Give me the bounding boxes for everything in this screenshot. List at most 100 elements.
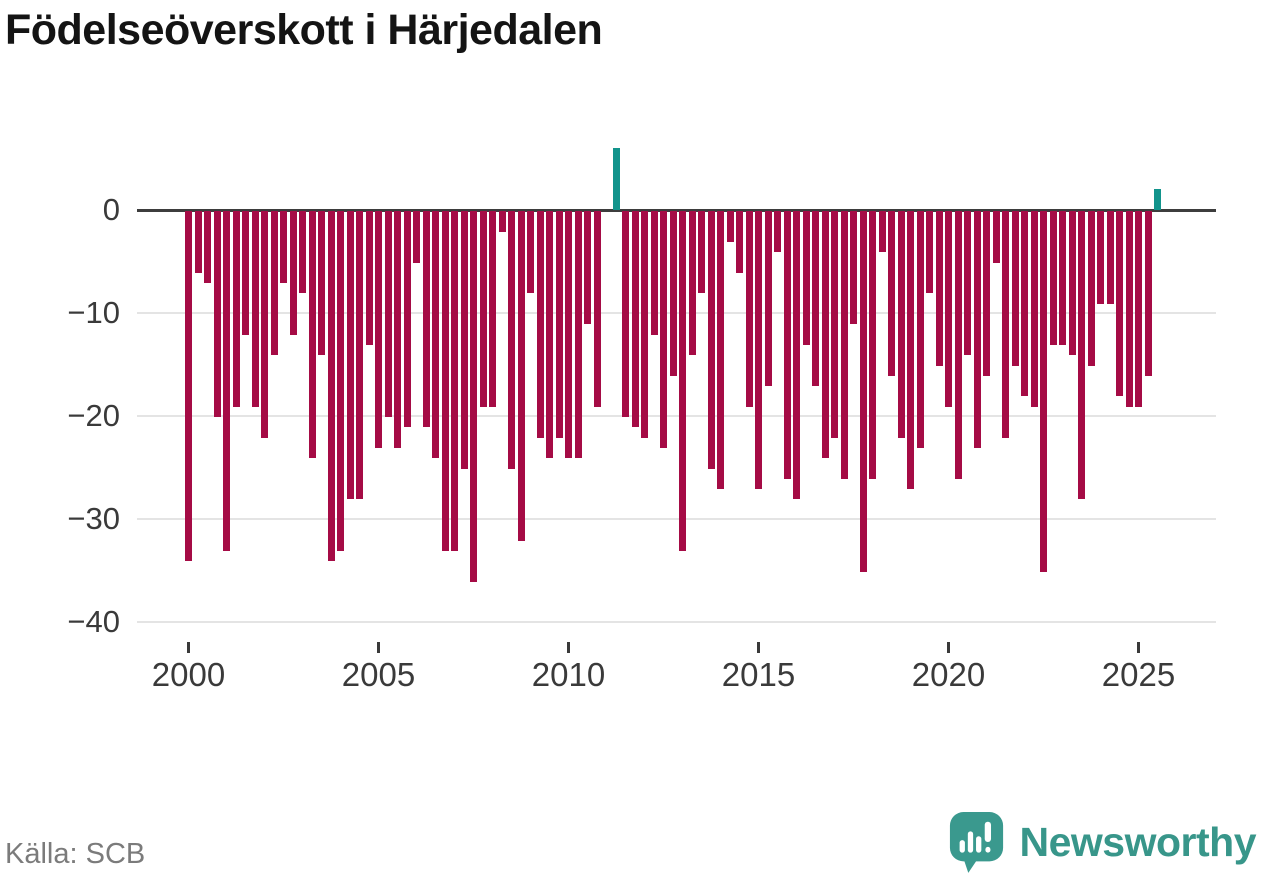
gridline xyxy=(137,518,1216,520)
bar-negative xyxy=(641,211,648,438)
bar-negative xyxy=(308,211,316,459)
bar-negative xyxy=(983,211,990,376)
bar-negative xyxy=(261,211,268,438)
bar-positive xyxy=(1154,189,1161,210)
bar-negative xyxy=(631,211,639,428)
bar-negative xyxy=(185,211,192,562)
source-label: Källa: SCB xyxy=(5,838,146,870)
bar-negative xyxy=(859,211,867,572)
bar-negative xyxy=(327,211,335,562)
bar-negative xyxy=(584,211,591,325)
bar-negative xyxy=(907,211,914,490)
bar-negative xyxy=(622,211,629,417)
bar-negative xyxy=(546,211,553,459)
bar-negative xyxy=(698,211,705,294)
bar-positive xyxy=(612,148,620,210)
bar-negative xyxy=(717,211,724,490)
bar-negative xyxy=(1144,211,1152,376)
bar-negative xyxy=(1040,211,1047,572)
bar-negative xyxy=(1068,211,1076,356)
bar-negative xyxy=(1125,211,1133,407)
bar-negative xyxy=(660,211,667,448)
bar-negative xyxy=(897,211,905,438)
bar-negative xyxy=(289,211,297,335)
bar-negative xyxy=(869,211,876,479)
x-axis-label: 2025 xyxy=(1101,656,1176,693)
gridline xyxy=(137,415,1216,417)
bar-negative xyxy=(337,211,344,551)
bar-negative xyxy=(831,211,838,438)
bar-negative xyxy=(299,211,306,294)
bar-negative xyxy=(878,211,886,253)
newsworthy-logo: Newsworthy xyxy=(948,810,1256,874)
bar-negative xyxy=(650,211,658,335)
bar-negative xyxy=(517,211,525,541)
bar-negative xyxy=(1078,211,1085,500)
bar-negative xyxy=(498,211,506,232)
bar-negative xyxy=(802,211,810,345)
bar-negative xyxy=(688,211,696,356)
bar-negative xyxy=(1059,211,1066,345)
bar-negative xyxy=(1116,211,1123,397)
bar-negative xyxy=(1011,211,1019,366)
bar-negative xyxy=(774,211,781,253)
x-axis-tick xyxy=(1137,642,1140,653)
x-axis-tick xyxy=(947,642,950,653)
newsworthy-logo-icon xyxy=(949,812,1003,873)
bar-negative xyxy=(489,211,496,407)
bar-negative xyxy=(1002,211,1009,438)
bar-negative xyxy=(945,211,952,407)
bar-negative xyxy=(346,211,354,500)
bar-negative xyxy=(479,211,487,407)
y-axis-label: −30 xyxy=(67,501,120,536)
bar-negative xyxy=(242,211,249,335)
bar-negative xyxy=(736,211,743,273)
bar-negative xyxy=(679,211,686,551)
bar-negative xyxy=(232,211,240,407)
y-axis-label: −40 xyxy=(67,604,120,639)
gridline xyxy=(137,312,1216,314)
gridline xyxy=(137,621,1216,623)
bar-negative xyxy=(384,211,392,417)
bar-negative xyxy=(375,211,382,448)
bar-negative xyxy=(460,211,468,469)
bar-negative xyxy=(194,211,202,273)
bar-negative xyxy=(783,211,791,479)
bar-negative xyxy=(204,211,211,284)
bar-negative xyxy=(954,211,962,479)
bar-negative xyxy=(973,211,981,448)
bar-negative xyxy=(270,211,278,356)
bar-negative xyxy=(793,211,800,500)
bar-negative xyxy=(527,211,534,294)
x-axis-tick xyxy=(757,642,760,653)
bar-negative xyxy=(223,211,230,551)
y-axis-label: 0 xyxy=(102,192,120,227)
x-axis-label: 2010 xyxy=(531,656,606,693)
bar-negative xyxy=(916,211,924,448)
x-axis-tick xyxy=(567,642,570,653)
bar-negative xyxy=(992,211,1000,263)
bar-negative xyxy=(1021,211,1028,397)
x-axis-label: 2005 xyxy=(341,656,416,693)
zero-axis-line xyxy=(137,208,1216,212)
bar-negative xyxy=(280,211,287,284)
x-axis-label: 2015 xyxy=(721,656,796,693)
bar-negative xyxy=(365,211,373,345)
bar-negative xyxy=(755,211,762,490)
x-axis-label: 2020 xyxy=(911,656,986,693)
bar-negative xyxy=(840,211,848,479)
bar-negative xyxy=(821,211,829,459)
bar-negative xyxy=(1106,211,1114,304)
bar-negative xyxy=(508,211,515,469)
x-axis-tick xyxy=(377,642,380,653)
bar-negative xyxy=(593,211,601,407)
bar-negative xyxy=(926,211,933,294)
bar-negative xyxy=(441,211,449,551)
bar-negative xyxy=(213,211,221,417)
y-axis-label: −20 xyxy=(67,398,120,433)
bar-negative xyxy=(394,211,401,448)
bar-negative xyxy=(745,211,753,407)
bar-negative xyxy=(318,211,325,356)
bar-negative xyxy=(812,211,819,387)
